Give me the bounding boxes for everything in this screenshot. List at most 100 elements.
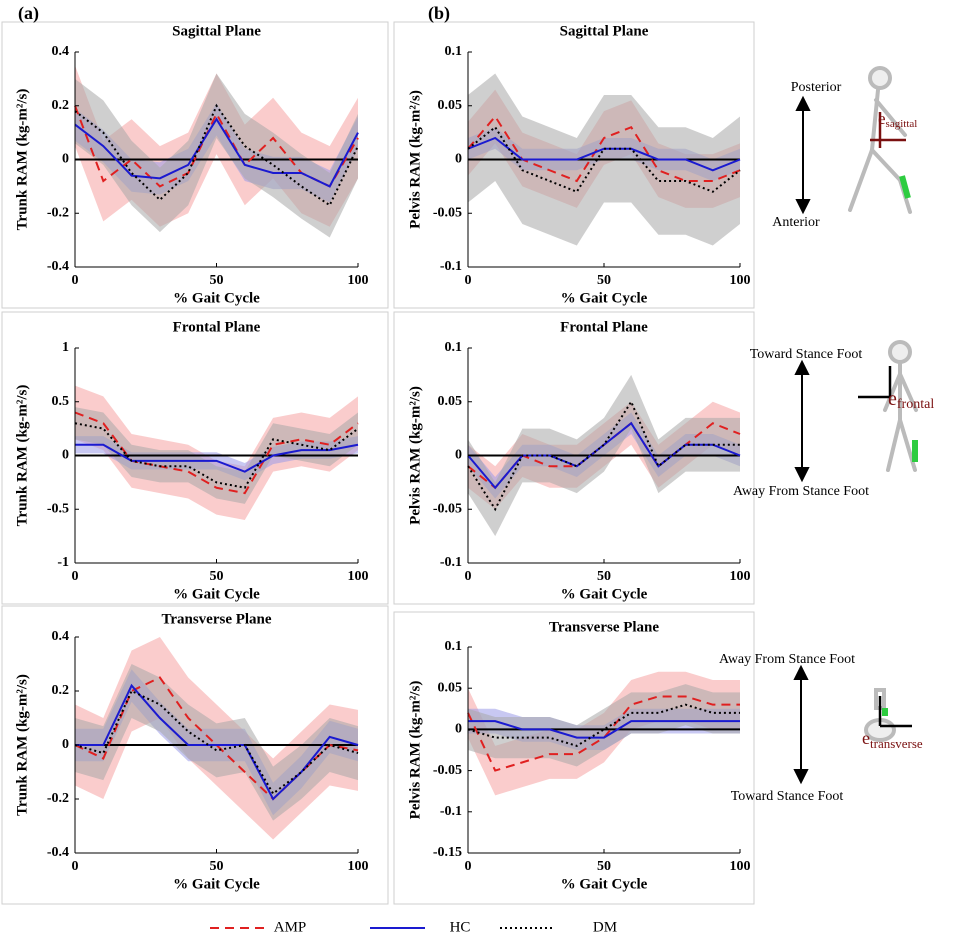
y-tick-label: -0.05 bbox=[433, 501, 462, 516]
x-tick-label: 50 bbox=[210, 569, 224, 584]
vector-subscript: sagittal bbox=[886, 118, 918, 130]
x-tick-label: 0 bbox=[72, 859, 79, 874]
data-line bbox=[467, 125, 741, 193]
x-axis-label: % Gait Cycle bbox=[173, 290, 260, 306]
x-tick-label: 100 bbox=[348, 273, 369, 288]
vector-label: efrontal bbox=[888, 388, 934, 413]
chart-title: Sagittal Plane bbox=[172, 23, 261, 39]
x-tick-label: 100 bbox=[348, 569, 369, 584]
y-tick-label: 0.2 bbox=[52, 683, 70, 698]
data-line bbox=[74, 676, 359, 801]
y-tick-label: 0 bbox=[455, 722, 462, 737]
y-tick-label: 0 bbox=[455, 448, 462, 463]
y-tick-label: -0.1 bbox=[440, 259, 462, 274]
y-tick-label: -0.15 bbox=[433, 845, 462, 860]
y-tick-label: -1 bbox=[57, 555, 69, 570]
y-axis-label: Trunk RAM (kg-m²/s) bbox=[14, 89, 30, 231]
chart-title: Frontal Plane bbox=[173, 319, 261, 335]
y-tick-label: 0.1 bbox=[445, 44, 463, 59]
vector-symbol: e bbox=[878, 109, 886, 128]
x-tick-label: 0 bbox=[465, 569, 472, 584]
y-tick-label: 0.1 bbox=[445, 340, 463, 355]
data-line bbox=[467, 703, 740, 747]
x-tick-label: 0 bbox=[72, 569, 79, 584]
vector-subscript: transverse bbox=[870, 736, 923, 751]
y-axis-label: Pelvis RAM (kg-m²/s) bbox=[407, 386, 423, 525]
x-tick-label: 50 bbox=[210, 273, 224, 288]
y-axis-label: Pelvis RAM (kg-m²/s) bbox=[407, 90, 423, 229]
legend-label: AMP bbox=[274, 919, 307, 935]
y-axis-label: Pelvis RAM (kg-m²/s) bbox=[407, 681, 423, 820]
vector-symbol: e bbox=[862, 728, 870, 748]
panel-label: (b) bbox=[428, 3, 450, 24]
x-tick-label: 0 bbox=[72, 273, 79, 288]
sd-band bbox=[75, 407, 358, 504]
data-line bbox=[75, 443, 359, 473]
vector-symbol: e bbox=[888, 388, 897, 410]
data-line bbox=[74, 689, 359, 796]
x-axis-label: % Gait Cycle bbox=[561, 876, 648, 892]
direction-label: Anterior bbox=[772, 215, 820, 230]
y-axis-label: Trunk RAM (kg-m²/s) bbox=[14, 385, 30, 527]
x-tick-label: 100 bbox=[348, 859, 369, 874]
prosthesis-icon bbox=[882, 175, 918, 716]
data-line bbox=[74, 422, 359, 489]
chart-title: Frontal Plane bbox=[560, 319, 648, 335]
direction-arrows bbox=[793, 95, 811, 785]
y-tick-label: -0.05 bbox=[433, 763, 462, 778]
x-axis-label: % Gait Cycle bbox=[561, 586, 648, 602]
x-tick-label: 50 bbox=[597, 273, 611, 288]
y-tick-label: 0.4 bbox=[52, 44, 70, 59]
y-tick-label: 0 bbox=[62, 448, 69, 463]
data-line bbox=[75, 683, 359, 801]
y-tick-label: -0.2 bbox=[47, 791, 69, 806]
y-tick-label: 0.05 bbox=[438, 98, 463, 113]
x-tick-label: 0 bbox=[465, 859, 472, 874]
x-tick-label: 50 bbox=[597, 859, 611, 874]
data-line bbox=[74, 411, 359, 495]
y-tick-label: 0.05 bbox=[438, 680, 463, 695]
y-tick-label: 0 bbox=[62, 152, 69, 167]
vector-label: esagittal bbox=[878, 109, 917, 130]
legend-label: DM bbox=[593, 919, 617, 935]
panel-frame bbox=[1, 311, 389, 605]
vector-icons bbox=[858, 112, 912, 728]
data-line bbox=[74, 117, 359, 188]
y-tick-label: 1 bbox=[62, 340, 69, 355]
y-tick-label: -0.4 bbox=[47, 259, 69, 274]
x-tick-label: 100 bbox=[730, 273, 751, 288]
direction-label: Away From Stance Foot bbox=[733, 484, 869, 499]
data-line bbox=[74, 103, 359, 207]
y-tick-label: 0.2 bbox=[52, 98, 70, 113]
direction-label: Posterior bbox=[791, 80, 842, 95]
data-line bbox=[467, 695, 740, 772]
y-tick-label: -0.05 bbox=[433, 205, 462, 220]
x-axis-label: % Gait Cycle bbox=[173, 586, 260, 602]
x-axis-label: % Gait Cycle bbox=[173, 876, 260, 892]
chart-title: Transverse Plane bbox=[549, 619, 659, 635]
y-tick-label: -0.2 bbox=[47, 205, 69, 220]
chart-title: Sagittal Plane bbox=[560, 23, 649, 39]
sd-band bbox=[468, 684, 740, 767]
panel-frame bbox=[1, 605, 389, 905]
vector-subscript: frontal bbox=[897, 397, 934, 412]
sd-band bbox=[75, 385, 358, 520]
data-line bbox=[467, 136, 741, 172]
panel-frame bbox=[393, 21, 755, 309]
y-tick-label: -0.1 bbox=[440, 555, 462, 570]
x-tick-label: 50 bbox=[210, 859, 224, 874]
panel-frame bbox=[393, 611, 755, 905]
y-tick-label: 0 bbox=[62, 737, 69, 752]
y-tick-label: -0.4 bbox=[47, 845, 69, 860]
chart-title: Transverse Plane bbox=[161, 611, 271, 627]
y-tick-label: 0 bbox=[455, 152, 462, 167]
legend: AMP HC DM bbox=[210, 919, 617, 935]
panel-label: (a) bbox=[18, 3, 39, 24]
x-tick-label: 100 bbox=[730, 859, 751, 874]
y-tick-label: 0.05 bbox=[438, 394, 463, 409]
legend-label: HC bbox=[450, 919, 471, 935]
x-tick-label: 0 bbox=[465, 273, 472, 288]
data-line bbox=[467, 399, 740, 512]
y-axis-label: Trunk RAM (kg-m²/s) bbox=[14, 674, 30, 816]
